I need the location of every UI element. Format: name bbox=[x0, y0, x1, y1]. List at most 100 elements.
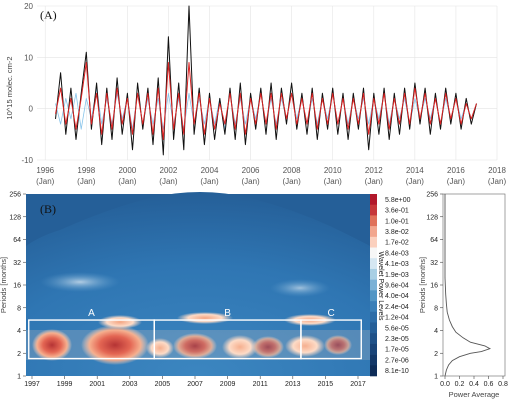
legend-swatch bbox=[370, 322, 377, 334]
wavelet-texture bbox=[26, 272, 370, 365]
warm-spot bbox=[177, 312, 233, 324]
y-tick-label: 1 bbox=[17, 374, 21, 381]
x-tick-sublabel: (Jan) bbox=[488, 177, 507, 186]
y-tick-label: 2 bbox=[17, 351, 21, 358]
panel-a-x-ticks: 1996 (Jan) 1998 (Jan) 2000 (Jan) 2002 (Jan) 2004… bbox=[36, 166, 506, 186]
panel-b-x-ticks: 1997 1999 2001 2003 2005 2007 2009 2011 2013 2015… bbox=[24, 376, 366, 388]
legend-level-label: 2.7e-06 bbox=[385, 357, 409, 364]
power-y-ticks: 1 2 4 8 16 32 64 128 256 bbox=[426, 192, 443, 381]
legend-swatch bbox=[370, 204, 377, 216]
x-tick-label: 2010 bbox=[324, 166, 342, 175]
y-tick-label: 4 bbox=[17, 328, 21, 335]
legend-level-label: 4.1e-03 bbox=[385, 261, 409, 268]
legend-level-label: 3.8e-02 bbox=[385, 229, 409, 236]
region-label-B: B bbox=[224, 308, 231, 319]
wavelet-power-legend: 5.8e+00 3.6e-01 1.0e-01 3.8e-02 1.7e-02 8.4e-… bbox=[370, 194, 411, 377]
y-tick-label: 128 bbox=[9, 214, 21, 221]
x-tick-label: 1997 bbox=[24, 381, 40, 388]
y-tick-label: 128 bbox=[426, 214, 438, 221]
x-tick-label: 2005 bbox=[155, 381, 171, 388]
x-tick-sublabel: (Jan) bbox=[283, 177, 302, 186]
hot-spot bbox=[173, 333, 217, 359]
legend-level-label: 8.1e-10 bbox=[385, 368, 409, 375]
y-tick-label: 16 bbox=[430, 283, 438, 290]
region-boxes: A B C bbox=[28, 308, 362, 360]
hot-spot bbox=[32, 329, 72, 361]
x-tick-sublabel: (Jan) bbox=[406, 177, 425, 186]
legend-level-label: 3.6e-01 bbox=[385, 208, 409, 215]
x-tick-label: 1996 bbox=[36, 166, 54, 175]
x-tick-label: 2007 bbox=[187, 381, 203, 388]
x-tick-label: 1999 bbox=[57, 381, 73, 388]
y-tick-label: 10 bbox=[24, 53, 33, 62]
legend-level-label: 9.6e-04 bbox=[385, 283, 409, 290]
x-tick-label: 0.4 bbox=[469, 381, 479, 388]
x-tick-label: 2009 bbox=[220, 381, 236, 388]
hot-spot bbox=[252, 336, 284, 358]
power-average-series bbox=[444, 194, 492, 377]
y-tick-label: 256 bbox=[426, 192, 438, 199]
x-tick-label: 2008 bbox=[283, 166, 301, 175]
region-label-A: A bbox=[88, 308, 95, 319]
x-tick-label: 2015 bbox=[318, 381, 334, 388]
pale-blob bbox=[270, 279, 330, 297]
power-x-axis-label: Power Average bbox=[449, 390, 500, 399]
x-tick-sublabel: (Jan) bbox=[200, 177, 219, 186]
y-tick-label: 2 bbox=[434, 351, 438, 358]
y-tick-label: 8 bbox=[17, 305, 21, 312]
series-line-1 bbox=[55, 62, 477, 140]
x-tick-label: 2013 bbox=[285, 381, 301, 388]
y-tick-label: 1 bbox=[434, 374, 438, 381]
legend-level-label: 2.4e-04 bbox=[385, 304, 409, 311]
legend-swatch bbox=[370, 247, 377, 259]
x-tick-label: 2011 bbox=[253, 381, 268, 388]
y-tick-label: 64 bbox=[430, 237, 438, 244]
legend-swatch bbox=[370, 290, 377, 302]
y-tick-label: 256 bbox=[9, 192, 21, 199]
warm-spot bbox=[222, 335, 258, 359]
legend-level-label: 5.6e-05 bbox=[385, 325, 409, 332]
x-tick-label: 0.2 bbox=[455, 381, 465, 388]
legend-level-label: 1.7e-05 bbox=[385, 347, 409, 354]
panel-a-grid bbox=[37, 5, 498, 161]
legend-swatch bbox=[370, 226, 377, 238]
panel-b-label: (B) bbox=[40, 202, 56, 216]
legend-swatch bbox=[370, 354, 377, 366]
legend-level-label: 4.0e-04 bbox=[385, 293, 409, 300]
power-y-axis-label: Periods [months] bbox=[418, 257, 427, 313]
y-tick-label: 0 bbox=[29, 105, 34, 114]
region-box-C bbox=[300, 319, 362, 360]
legend-swatch bbox=[370, 279, 377, 291]
x-tick-sublabel: (Jan) bbox=[159, 177, 178, 186]
legend-swatch bbox=[370, 333, 377, 345]
hot-spot bbox=[81, 325, 149, 365]
x-tick-label: 2006 bbox=[242, 166, 260, 175]
legend-swatch bbox=[370, 258, 377, 270]
x-tick-sublabel: (Jan) bbox=[77, 177, 96, 186]
power-average-panel bbox=[442, 193, 506, 377]
legend-swatch bbox=[370, 236, 377, 248]
x-tick-sublabel: (Jan) bbox=[118, 177, 137, 186]
legend-swatch bbox=[370, 365, 377, 377]
y-tick-label: 32 bbox=[430, 260, 438, 267]
panel-b-y-ticks: 1 2 4 8 16 32 64 128 256 bbox=[9, 192, 26, 381]
x-tick-sublabel: (Jan) bbox=[241, 177, 260, 186]
legend-title: Wavelet Power Levels bbox=[377, 252, 384, 321]
y-tick-label: 32 bbox=[13, 260, 21, 267]
y-tick-label: 64 bbox=[13, 237, 21, 244]
x-tick-label: 2016 bbox=[447, 166, 465, 175]
y-tick-label: 16 bbox=[13, 283, 21, 290]
y-tick-label: 20 bbox=[24, 2, 33, 11]
series-line-0 bbox=[55, 5, 477, 156]
warm-spot bbox=[285, 335, 325, 357]
y-tick-label: 4 bbox=[434, 328, 438, 335]
legend-level-label: 1.0e-01 bbox=[385, 218, 409, 225]
warm-spot bbox=[146, 338, 174, 358]
panel-a-y-ticks: -10 0 10 20 bbox=[21, 2, 33, 165]
x-tick-sublabel: (Jan) bbox=[365, 177, 384, 186]
y-tick-label: -10 bbox=[21, 156, 33, 165]
x-tick-label: 2017 bbox=[350, 381, 366, 388]
panel-a-series bbox=[55, 5, 477, 156]
x-tick-sublabel: (Jan) bbox=[324, 177, 343, 186]
